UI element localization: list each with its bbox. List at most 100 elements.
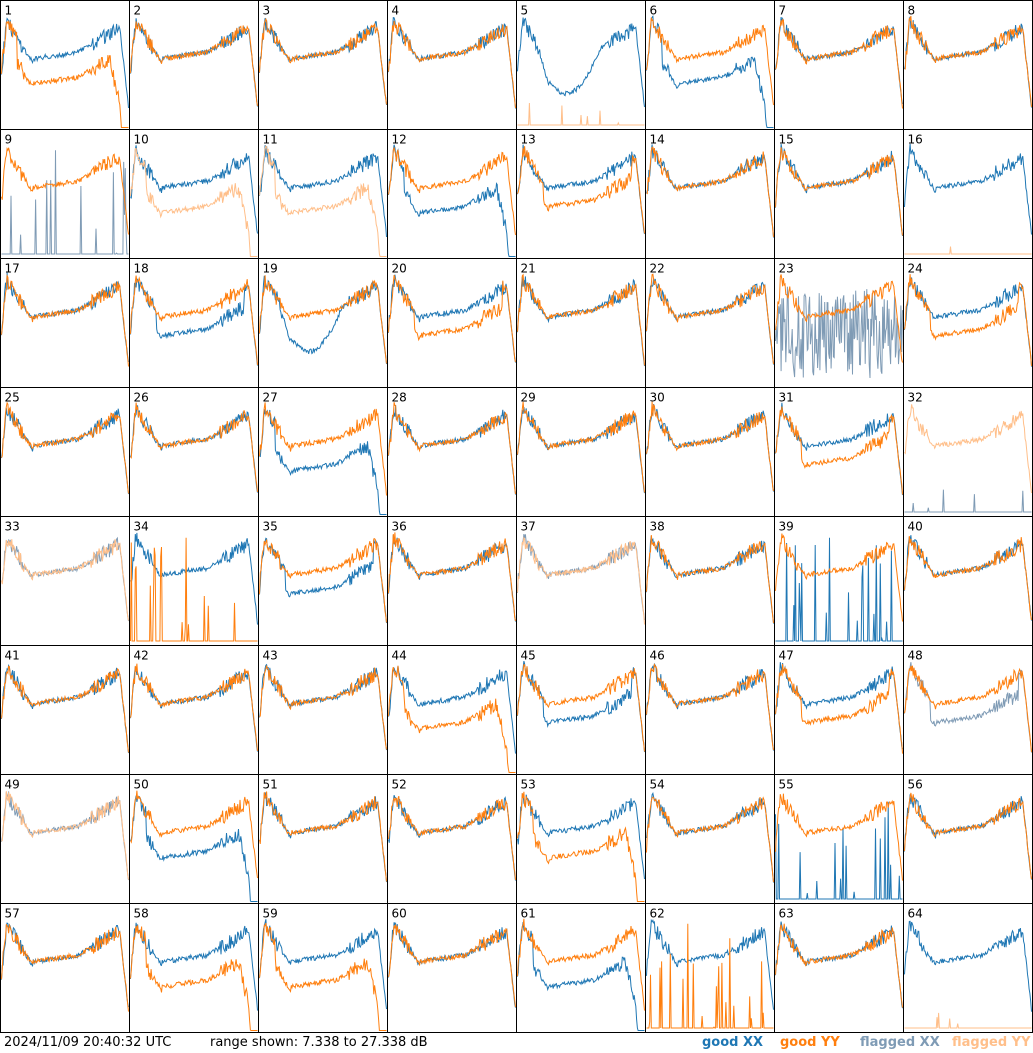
panel-label: 51 <box>263 778 278 792</box>
panel-7: 7 <box>774 0 904 130</box>
legend-good-yy: good YY <box>780 1035 840 1050</box>
series-good-xx <box>259 919 387 1010</box>
series-good-xx <box>646 536 774 624</box>
panel-frame <box>258 645 388 775</box>
panel-frame <box>129 387 259 517</box>
series-good-xx <box>517 793 645 880</box>
panel-frame <box>258 903 388 1033</box>
panel-label: 52 <box>392 778 407 792</box>
series-good-yy <box>388 665 516 773</box>
panel-frame <box>645 258 775 388</box>
panel-61: 61 <box>516 903 646 1033</box>
panel-label: 5 <box>521 4 529 18</box>
panel-63: 63 <box>774 903 904 1033</box>
panel-31: 31 <box>774 387 904 517</box>
panel-46: 46 <box>645 645 775 775</box>
series-good-xx <box>388 665 516 754</box>
series-good-xx <box>388 144 516 257</box>
series-good-xx <box>646 144 774 238</box>
panel-frame <box>903 129 1033 259</box>
panel-label: 1 <box>5 4 13 18</box>
panel-frame <box>387 903 517 1033</box>
series-good-xx <box>388 274 516 363</box>
panel-16: 16 <box>903 129 1033 259</box>
panel-58: 58 <box>129 903 259 1033</box>
panel-22: 22 <box>645 258 775 388</box>
series-good-yy <box>259 538 387 623</box>
panel-label: 43 <box>263 649 278 663</box>
panel-frame <box>0 387 130 517</box>
panel-frame <box>774 129 904 259</box>
panel-label: 54 <box>650 778 665 792</box>
series-good-yy <box>904 15 1032 108</box>
series-good-yy <box>646 273 774 365</box>
series-good-yy <box>388 402 516 495</box>
panel-9: 9 <box>0 129 130 259</box>
series-good-xx <box>130 405 258 493</box>
series-good-yy <box>904 274 1032 367</box>
panel-frame <box>645 774 775 904</box>
series-good-yy <box>646 17 774 106</box>
series-good-yy <box>517 791 645 902</box>
panel-frame <box>516 0 646 130</box>
panel-label: 41 <box>5 649 20 663</box>
panel-label: 23 <box>779 262 794 276</box>
panel-frame <box>516 516 646 646</box>
panel-2: 2 <box>129 0 259 130</box>
panel-frame <box>645 645 775 775</box>
series-good-yy <box>1 146 129 235</box>
panel-label: 45 <box>521 649 536 663</box>
series-good-xx <box>904 143 1032 235</box>
panel-17: 17 <box>0 258 130 388</box>
series-good-yy <box>1 401 129 494</box>
panel-27: 27 <box>258 387 388 517</box>
series-good-yy <box>517 146 645 234</box>
series-good-xx <box>130 532 258 625</box>
panel-8: 8 <box>903 0 1033 130</box>
panel-frame <box>258 0 388 130</box>
panel-frame <box>774 0 904 130</box>
series-good-xx <box>904 277 1032 367</box>
panel-frame <box>774 903 904 1033</box>
panel-19: 19 <box>258 258 388 388</box>
series-good-yy <box>646 923 774 1029</box>
panel-label: 30 <box>650 391 665 405</box>
series-good-yy <box>646 534 774 624</box>
panel-label: 9 <box>5 133 13 147</box>
panel-57: 57 <box>0 903 130 1033</box>
series-flagged-xx <box>775 286 903 379</box>
series-good-xx <box>775 537 903 642</box>
series-good-xx <box>130 665 258 752</box>
panel-62: 62 <box>645 903 775 1033</box>
series-good-yy <box>517 664 645 752</box>
series-good-yy <box>388 274 516 363</box>
panel-18: 18 <box>129 258 259 388</box>
panel-frame <box>387 774 517 904</box>
series-good-yy <box>904 535 1032 621</box>
series-good-yy <box>130 275 258 366</box>
panel-label: 22 <box>650 262 665 276</box>
series-good-yy <box>775 923 903 1008</box>
panel-55: 55 <box>774 774 904 904</box>
series-good-yy <box>517 918 645 1011</box>
panel-label: 6 <box>650 4 658 18</box>
panel-64: 64 <box>903 903 1033 1033</box>
panel-frame <box>0 903 130 1033</box>
series-flagged-yy <box>904 246 1032 255</box>
legend-good-xx: good XX <box>702 1035 764 1050</box>
panel-39: 39 <box>774 516 904 646</box>
panel-frame <box>516 903 646 1033</box>
panel-label: 40 <box>908 520 923 534</box>
panel-frame <box>645 129 775 259</box>
panel-label: 46 <box>650 649 665 663</box>
panel-frame <box>645 0 775 130</box>
legend-flagged-xx: flagged XX <box>860 1035 940 1050</box>
series-good-yy <box>1 924 129 1012</box>
panel-label: 8 <box>908 4 916 18</box>
panel-32: 32 <box>903 387 1033 517</box>
series-good-xx <box>1 17 129 109</box>
timestamp-label: 2024/11/09 20:40:32 UTC <box>4 1035 172 1050</box>
panel-43: 43 <box>258 645 388 775</box>
panel-30: 30 <box>645 387 775 517</box>
panel-54: 54 <box>645 774 775 904</box>
